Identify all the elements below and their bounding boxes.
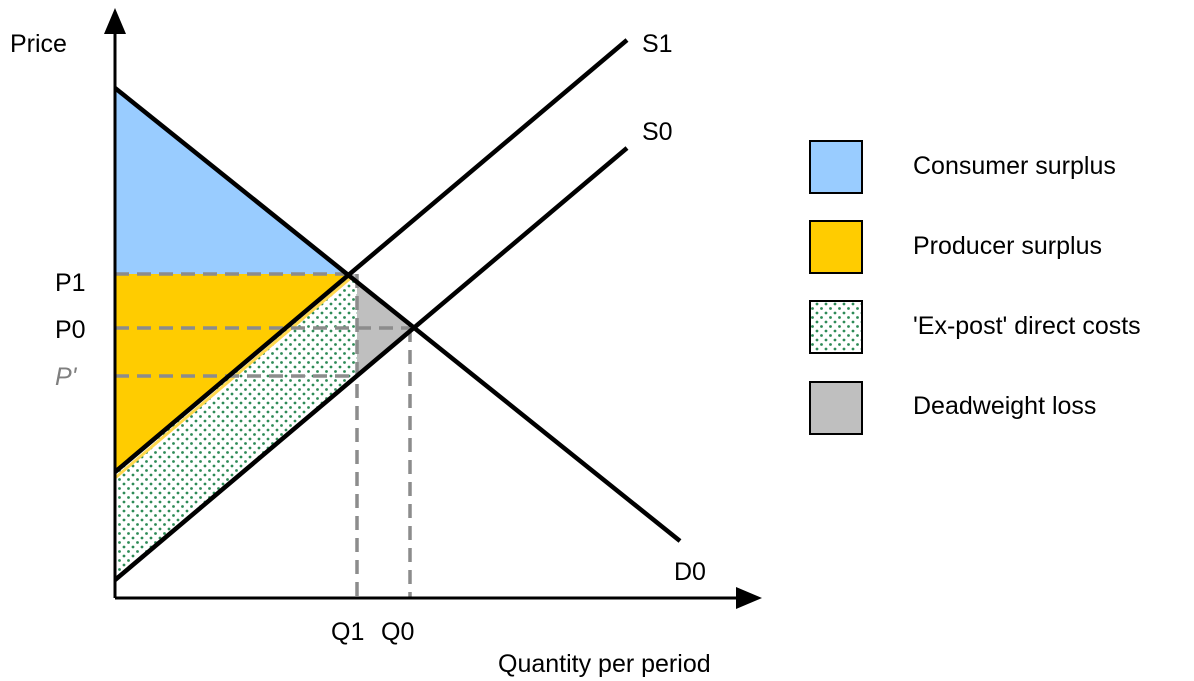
legend-swatch-producer-surplus: [809, 220, 863, 274]
s0-label: S0: [642, 118, 673, 146]
d0-label: D0: [674, 558, 706, 586]
legend-swatch-deadweight-loss: [809, 381, 863, 435]
supply-curve-s1: [113, 38, 629, 474]
legend: Consumer surplus Producer surplus 'Ex-po…: [809, 140, 1141, 435]
x-axis-arrow: [736, 587, 762, 609]
x-axis-label: Quantity per period: [498, 650, 711, 678]
y-axis-arrow: [104, 8, 126, 34]
legend-swatch-consumer-surplus: [809, 140, 863, 194]
q0-label: Q0: [381, 618, 414, 646]
legend-label-producer-surplus: Producer surplus: [913, 232, 1102, 260]
legend-label-consumer-surplus: Consumer surplus: [913, 152, 1116, 180]
q1-label: Q1: [331, 618, 364, 646]
p-prime-label: P': [55, 363, 78, 391]
ex-post-direct-costs-area: [115, 274, 357, 580]
legend-label-deadweight-loss: Deadweight loss: [913, 392, 1096, 420]
p1-label: P1: [55, 269, 86, 297]
s1-label: S1: [642, 30, 673, 58]
deadweight-loss-area: [349, 274, 410, 376]
demand-curve-d0: [113, 86, 682, 543]
legend-label-ex-post-direct-costs: 'Ex-post' direct costs: [913, 312, 1141, 340]
p0-label: P0: [55, 316, 86, 344]
legend-swatch-ex-post-direct-costs: [809, 300, 863, 354]
supply-curve-s0: [113, 146, 629, 582]
y-axis-label: Price: [10, 30, 67, 58]
